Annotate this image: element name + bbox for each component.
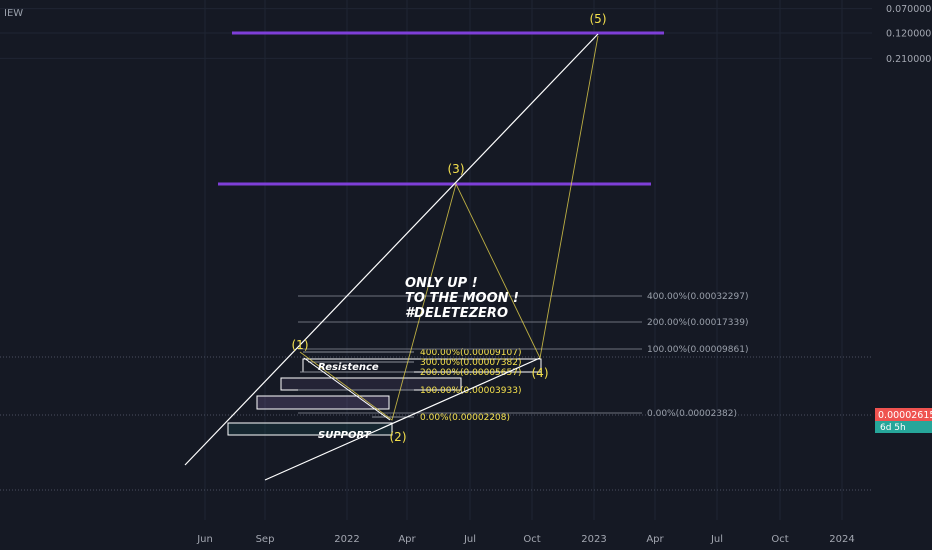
- fib-level-label: 100.00%(0.00009861): [647, 345, 748, 355]
- wave-label: (3): [448, 162, 465, 176]
- x-tick-label: 2022: [334, 534, 359, 545]
- x-tick-label: Jun: [196, 534, 213, 545]
- fib-level-label: 200.00%(0.00005657): [420, 368, 521, 378]
- y-tick-label: 0.07000000: [886, 4, 932, 15]
- x-tick-label: Apr: [398, 534, 416, 545]
- wave-label: (4): [532, 366, 549, 380]
- countdown: 6d 5h: [880, 423, 906, 433]
- fib-level-label: 400.00%(0.00032297): [647, 292, 748, 302]
- y-tick-label: 0.21000000: [886, 54, 932, 65]
- x-tick-label: Jul: [710, 534, 723, 545]
- wave-label: (5): [590, 12, 607, 26]
- support-label: SUPPORT: [318, 430, 372, 441]
- price-badge: [875, 408, 932, 421]
- x-tick-label: 2023: [581, 534, 606, 545]
- support-box: [227, 422, 393, 436]
- annotation-hashtag: #DELETEZERO: [405, 306, 508, 321]
- fib-level-label: 200.00%(0.00017339): [647, 318, 748, 328]
- y-tick-label: 0.12000000: [886, 29, 932, 40]
- last-price: 0.00002615: [878, 410, 932, 421]
- x-tick-label: Sep: [256, 534, 275, 545]
- x-tick-label: Oct: [771, 534, 788, 545]
- fib-box: [256, 395, 390, 410]
- resistance-box: [302, 358, 542, 373]
- countdown-badge: [875, 421, 932, 433]
- wave-line: [303, 357, 391, 421]
- x-tick-label: Apr: [646, 534, 664, 545]
- annotation-to-the-moon: TO THE MOON !: [405, 291, 519, 306]
- fib-level-label: 400.00%(0.00009107): [420, 348, 521, 358]
- channel-upper: [184, 33, 599, 466]
- wave-label: (1): [292, 338, 309, 352]
- resistance-label: Resistence: [318, 362, 379, 373]
- x-tick-label: Oct: [523, 534, 540, 545]
- fib-level-label: 100.00%(0.00003933): [420, 386, 521, 396]
- channel-lower: [264, 357, 541, 481]
- wave-label: (2): [390, 430, 407, 444]
- ticker-label: IEW: [4, 8, 24, 19]
- fib-level-label: 300.00%(0.00007382): [420, 358, 521, 368]
- elliott-wave-path: [299, 35, 599, 421]
- x-tick-label: Jul: [463, 534, 476, 545]
- annotation-only-up: ONLY UP !: [405, 276, 478, 291]
- fib-level-label: 0.00%(0.00002382): [647, 409, 737, 419]
- fib-level-label: 0.00%(0.00002208): [420, 413, 510, 423]
- x-tick-label: 2024: [829, 534, 854, 545]
